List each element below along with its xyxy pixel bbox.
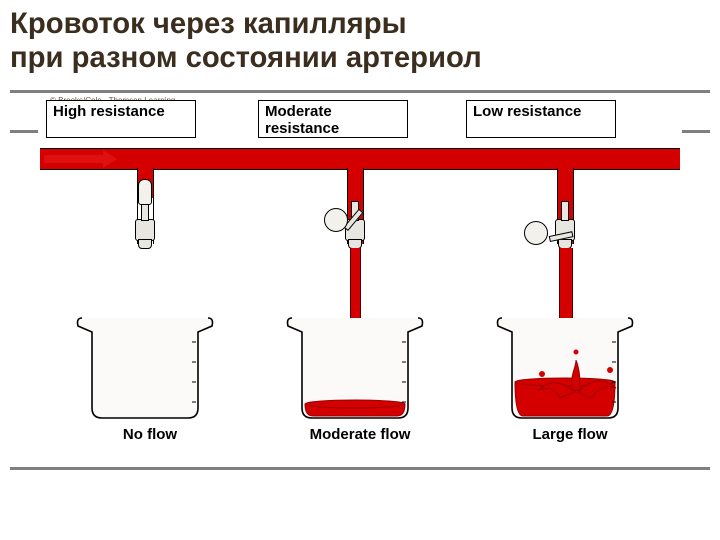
title-line-2: при разном состоянии артериол [10,42,482,76]
flow-arrow-shaft [44,155,104,163]
resistance-label-high: High resistance [46,100,196,138]
slide-title: Кровоток через капилляры при разном сост… [10,8,482,75]
flow-label-none: No flow [70,426,230,443]
flow-arrow-head [103,150,117,168]
beaker-high [70,300,220,430]
valve-low [520,175,610,247]
beaker-moderate [280,300,430,430]
splash-icon [520,340,630,410]
resistance-label-low: Low resistance [466,100,616,138]
valve-high [100,175,190,247]
valve-handle-open-icon [524,221,548,245]
flow-label-moderate: Moderate flow [280,426,440,443]
valve-handle-half-icon [324,208,348,232]
resistance-label-moderate: Moderate resistance [258,100,408,138]
valve-moderate [310,175,400,247]
horizontal-pipe [40,148,680,170]
title-line-1: Кровоток через капилляры [10,8,482,42]
flow-label-large: Large flow [490,426,650,443]
valve-handle-closed-icon [138,179,152,205]
